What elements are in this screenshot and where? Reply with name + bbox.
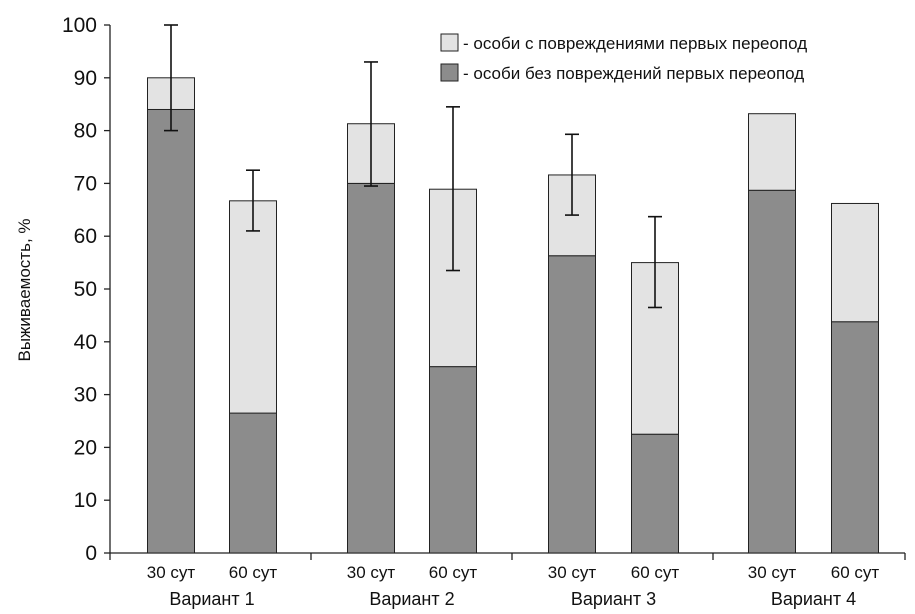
y-tick-label: 100 [62, 14, 97, 37]
y-tick-label: 20 [74, 436, 97, 459]
x-group-label: Вариант 1 [169, 589, 254, 609]
y-tick-label: 90 [74, 67, 97, 90]
legend-label-undamaged: - особи без повреждений первых переопод [463, 64, 804, 83]
bar-segment-damaged [831, 202, 879, 323]
x-category-label: 60 сут [631, 563, 680, 582]
bar-segment-undamaged [748, 189, 796, 554]
bar-segment-undamaged [548, 255, 596, 554]
y-tick-label: 70 [74, 172, 97, 195]
legend: - особи с повреждениями первых переопод … [440, 33, 807, 83]
legend-swatch-undamaged [440, 63, 459, 82]
legend-swatch-damaged [440, 33, 459, 52]
bar-segment-undamaged [147, 108, 195, 554]
x-group-label: Вариант 3 [571, 589, 656, 609]
bar-segment-undamaged [347, 182, 395, 554]
y-tick-label: 40 [74, 331, 97, 354]
y-tick-label: 50 [74, 278, 97, 301]
bar-segment-damaged [748, 113, 796, 191]
x-category-label: 30 сут [347, 563, 396, 582]
axes: 0 10 20 30 40 50 60 70 80 90 100 30 сут 60 сут 30 сут… [62, 14, 906, 609]
x-category-label: 60 сут [229, 563, 278, 582]
bar-segment-undamaged [631, 433, 679, 554]
bar-segment-damaged [229, 200, 277, 414]
x-group-label: Вариант 4 [771, 589, 856, 609]
y-axis-title: Выживаемость, % [15, 218, 34, 361]
bars [147, 77, 879, 554]
y-tick-label: 80 [74, 120, 97, 143]
legend-label-damaged: - особи с повреждениями первых переопод [463, 34, 807, 53]
x-category-label: 30 сут [748, 563, 797, 582]
x-category-label: 30 сут [147, 563, 196, 582]
x-group-label: Вариант 2 [369, 589, 454, 609]
y-tick-label: 0 [85, 542, 97, 565]
x-category-label: 60 сут [429, 563, 478, 582]
error-bars [164, 24, 662, 309]
bar-segment-undamaged [831, 321, 879, 554]
y-tick-label: 10 [74, 489, 97, 512]
x-category-label: 60 сут [831, 563, 880, 582]
bar-segment-undamaged [229, 412, 277, 554]
bar-segment-undamaged [429, 366, 477, 554]
y-tick-label: 30 [74, 384, 97, 407]
y-tick-label: 60 [74, 225, 97, 248]
x-category-label: 30 сут [548, 563, 597, 582]
